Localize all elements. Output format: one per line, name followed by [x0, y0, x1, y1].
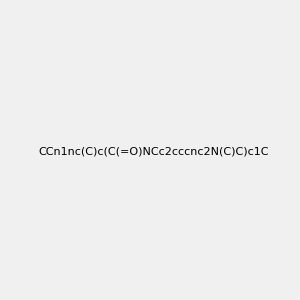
Text: CCn1nc(C)c(C(=O)NCc2cccnc2N(C)C)c1C: CCn1nc(C)c(C(=O)NCc2cccnc2N(C)C)c1C	[38, 146, 269, 157]
